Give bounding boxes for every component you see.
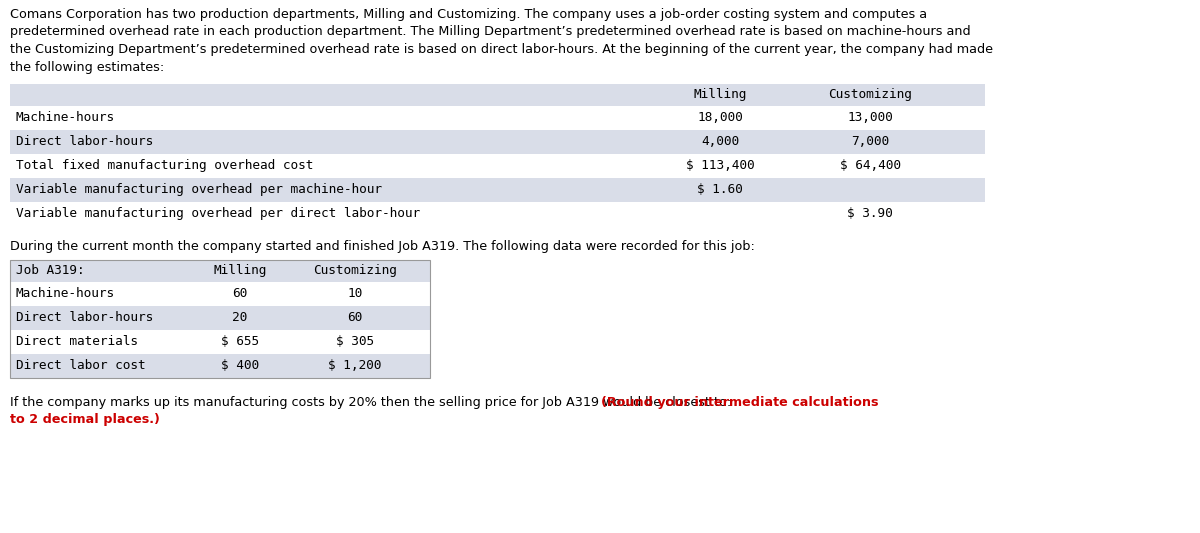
Bar bbox=[10, 260, 430, 282]
Text: $ 64,400: $ 64,400 bbox=[840, 159, 900, 172]
Text: Direct labor-hours: Direct labor-hours bbox=[16, 135, 154, 148]
Text: Machine-hours: Machine-hours bbox=[16, 287, 115, 300]
Text: Milling: Milling bbox=[214, 264, 266, 277]
Bar bbox=[10, 282, 430, 306]
Bar bbox=[10, 178, 985, 202]
Text: 4,000: 4,000 bbox=[701, 135, 739, 148]
Text: Total fixed manufacturing overhead cost: Total fixed manufacturing overhead cost bbox=[16, 159, 313, 172]
Text: Customizing: Customizing bbox=[313, 264, 397, 277]
Text: (Round your intermediate calculations: (Round your intermediate calculations bbox=[601, 396, 878, 409]
Text: $ 1,200: $ 1,200 bbox=[329, 359, 382, 372]
Bar bbox=[10, 106, 985, 130]
Text: Customizing: Customizing bbox=[828, 88, 912, 101]
Text: 13,000: 13,000 bbox=[847, 111, 893, 124]
Text: $ 3.90: $ 3.90 bbox=[847, 207, 893, 220]
Text: Milling: Milling bbox=[694, 88, 746, 101]
Text: Direct labor cost: Direct labor cost bbox=[16, 359, 145, 372]
Text: 10: 10 bbox=[347, 287, 362, 300]
Text: $ 655: $ 655 bbox=[221, 335, 259, 348]
Text: Direct labor-hours: Direct labor-hours bbox=[16, 311, 154, 324]
Text: $ 113,400: $ 113,400 bbox=[685, 159, 755, 172]
Text: Job A319:: Job A319: bbox=[16, 264, 85, 277]
Text: During the current month the company started and finished Job A319. The followin: During the current month the company sta… bbox=[10, 240, 755, 253]
Bar bbox=[10, 130, 985, 154]
Text: to 2 decimal places.): to 2 decimal places.) bbox=[10, 413, 160, 426]
Bar bbox=[10, 260, 430, 378]
Text: 20: 20 bbox=[233, 311, 247, 324]
Text: the Customizing Department’s predetermined overhead rate is based on direct labo: the Customizing Department’s predetermin… bbox=[10, 43, 994, 56]
Text: 18,000: 18,000 bbox=[697, 111, 743, 124]
Text: predetermined overhead rate in each production department. The Milling Departmen: predetermined overhead rate in each prod… bbox=[10, 26, 971, 38]
Text: 7,000: 7,000 bbox=[851, 135, 889, 148]
Text: If the company marks up its manufacturing costs by 20% then the selling price fo: If the company marks up its manufacturin… bbox=[10, 396, 736, 409]
Bar bbox=[10, 154, 985, 178]
Text: $ 400: $ 400 bbox=[221, 359, 259, 372]
Text: the following estimates:: the following estimates: bbox=[10, 61, 164, 74]
Bar bbox=[10, 330, 430, 354]
Bar bbox=[10, 84, 985, 106]
Text: Comans Corporation has two production departments, Milling and Customizing. The : Comans Corporation has two production de… bbox=[10, 8, 928, 21]
Text: Variable manufacturing overhead per machine-hour: Variable manufacturing overhead per mach… bbox=[16, 183, 382, 196]
Text: 60: 60 bbox=[347, 311, 362, 324]
Text: Direct materials: Direct materials bbox=[16, 335, 138, 348]
Text: $ 1.60: $ 1.60 bbox=[697, 183, 743, 196]
Text: Machine-hours: Machine-hours bbox=[16, 111, 115, 124]
Bar bbox=[10, 354, 430, 378]
Bar bbox=[10, 202, 985, 226]
Text: Variable manufacturing overhead per direct labor-hour: Variable manufacturing overhead per dire… bbox=[16, 207, 420, 220]
Text: 60: 60 bbox=[233, 287, 247, 300]
Text: $ 305: $ 305 bbox=[336, 335, 374, 348]
Bar bbox=[10, 306, 430, 330]
